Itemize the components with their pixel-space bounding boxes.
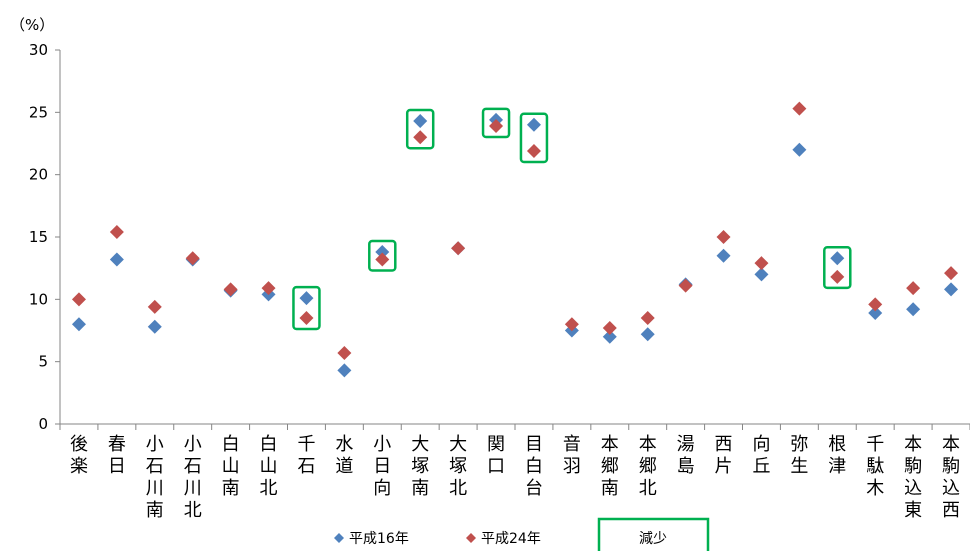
point-h16-7 [337, 363, 352, 378]
point-h16-14 [602, 329, 617, 344]
point-h16-2 [147, 319, 162, 334]
point-h16-20 [830, 251, 845, 266]
y-tick-label: 10 [29, 290, 48, 308]
category-label-14: 本郷南 [601, 434, 619, 499]
category-label-22: 本駒込東 [904, 434, 922, 521]
category-label-21: 千駄木 [866, 434, 884, 499]
point-h16-0 [71, 317, 86, 332]
category-label-13: 音羽 [563, 434, 581, 477]
legend: 平成16年 平成24年 減少 [334, 517, 710, 551]
y-tick-label: 25 [29, 103, 48, 121]
point-h16-18 [754, 267, 769, 282]
category-label-23: 本駒込西 [942, 434, 960, 521]
legend-label-h24: 平成24年 [481, 531, 541, 547]
category-label-18: 向丘 [752, 434, 770, 477]
y-unit-label: （%） [10, 16, 54, 34]
category-label-0: 後楽 [70, 434, 88, 477]
axis-layer: 0 5 10 15 20 25 30 [29, 41, 970, 433]
point-h16-17 [716, 248, 731, 263]
point-h24-4 [223, 282, 238, 297]
point-h24-22 [906, 281, 921, 296]
legend-label-h16: 平成16年 [349, 531, 409, 547]
point-h24-8 [375, 252, 390, 267]
y-tick-label: 20 [29, 166, 48, 184]
point-h24-10 [451, 241, 466, 256]
category-label-5: 白山北 [260, 434, 278, 499]
highlight-box-6 [292, 285, 321, 331]
y-tick-label: 0 [38, 415, 48, 433]
point-h24-17 [716, 230, 731, 244]
y-tick-label: 15 [29, 228, 48, 246]
point-h24-7 [337, 345, 352, 360]
point-h16-22 [906, 302, 921, 317]
category-label-20: 根津 [828, 434, 846, 477]
category-label-17: 西片 [715, 434, 733, 477]
point-h24-13 [564, 317, 579, 332]
point-h24-6 [299, 311, 314, 326]
highlight-box-12 [519, 112, 549, 164]
point-h24-12 [526, 143, 541, 158]
point-h16-12 [526, 117, 541, 132]
points-layer [71, 101, 959, 378]
point-h16-9 [413, 114, 428, 129]
category-label-12: 目白台 [525, 434, 543, 499]
point-h24-20 [830, 269, 845, 284]
point-h24-5 [261, 281, 276, 296]
point-h16-21 [868, 306, 883, 321]
point-h16-19 [792, 142, 807, 157]
category-label-7: 水道 [335, 434, 353, 477]
highlight-box-8 [368, 239, 397, 272]
point-h16-8 [375, 244, 390, 259]
category-labels: 後楽春日小石川南小石川北白山南白山北千石水道小日向大塚南大塚北関口目白台音羽本郷… [70, 434, 960, 521]
category-label-4: 白山南 [222, 434, 240, 499]
category-label-10: 大塚北 [449, 434, 467, 499]
category-label-2: 小石川南 [146, 434, 164, 521]
point-h24-14 [602, 321, 617, 336]
point-h24-21 [868, 297, 883, 312]
point-h24-15 [640, 311, 655, 326]
point-h16-15 [640, 327, 655, 342]
category-label-19: 弥生 [790, 434, 808, 477]
point-h24-23 [944, 266, 959, 281]
category-label-16: 湯島 [677, 434, 695, 477]
category-label-8: 小日向 [373, 434, 391, 499]
point-h16-23 [944, 282, 959, 297]
point-h24-0 [71, 292, 86, 307]
highlight-box-11 [481, 107, 511, 139]
point-h24-9 [413, 130, 428, 145]
highlight-layer [292, 107, 852, 331]
point-h24-11 [489, 119, 504, 134]
category-label-6: 千石 [297, 434, 315, 477]
y-tick-label: 30 [29, 41, 48, 59]
point-h24-19 [792, 101, 807, 116]
y-tick-label: 5 [38, 353, 48, 371]
category-label-1: 春日 [108, 434, 126, 477]
category-label-9: 大塚南 [411, 434, 429, 499]
point-h24-2 [147, 299, 162, 314]
point-h24-3 [185, 251, 200, 266]
point-h24-1 [109, 225, 124, 240]
highlight-box-9 [405, 108, 435, 150]
point-h16-1 [109, 252, 124, 267]
category-label-15: 本郷北 [639, 434, 657, 499]
highlight-box-20 [823, 245, 852, 290]
legend-label-decrease: 減少 [639, 530, 667, 547]
point-h24-16 [678, 278, 693, 293]
category-label-3: 小石川北 [184, 434, 202, 521]
legend-box-decrease [597, 517, 710, 551]
legend-marker-h16 [334, 533, 344, 543]
category-label-11: 関口 [487, 434, 505, 477]
legend-marker-h24 [466, 533, 476, 543]
point-h16-6 [299, 291, 314, 306]
point-h24-18 [754, 256, 769, 271]
